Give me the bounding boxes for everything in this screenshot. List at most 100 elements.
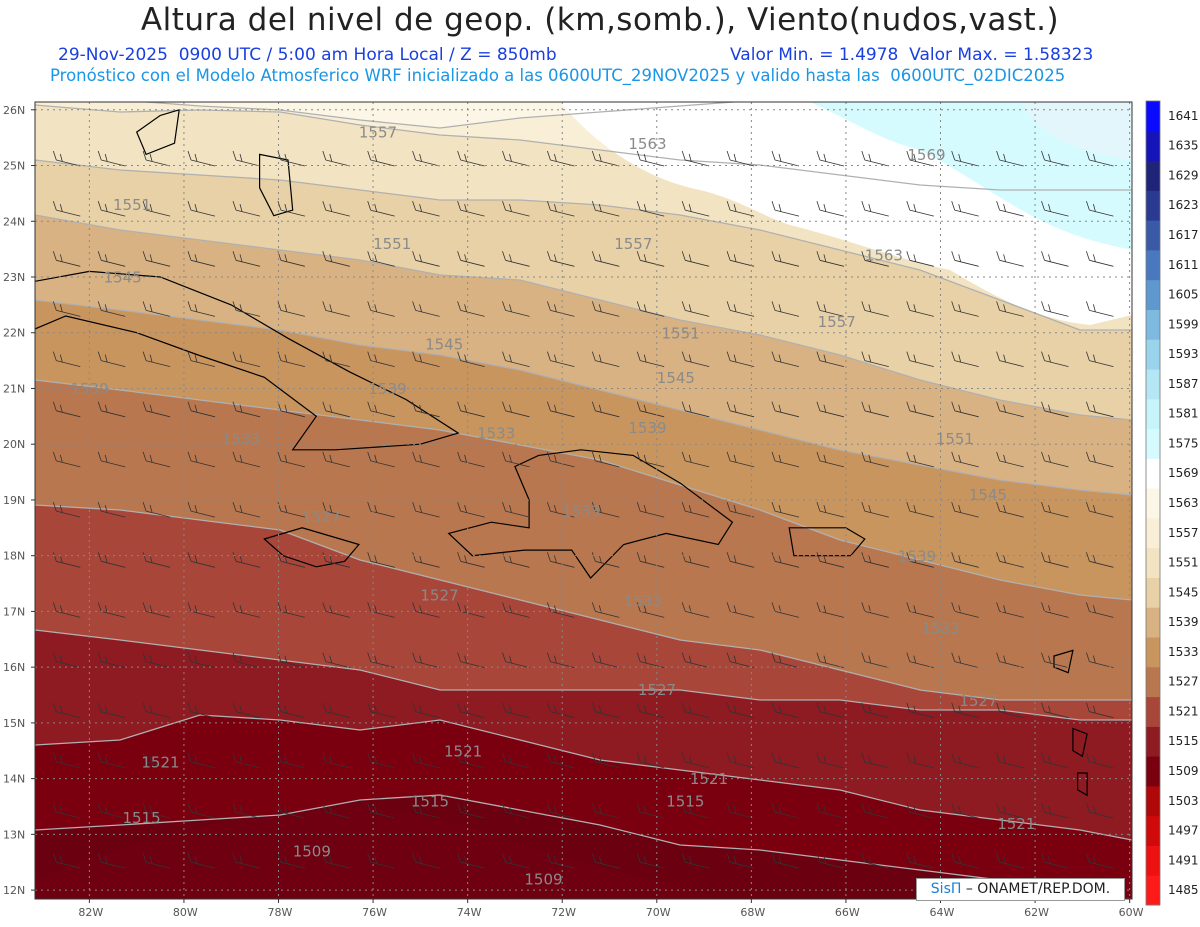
wind-barb	[547, 401, 575, 418]
colorbar-label: 1623	[1168, 198, 1199, 212]
wind-barb	[367, 251, 395, 267]
wind-barb	[996, 401, 1024, 418]
wind-barb	[591, 251, 620, 267]
wind-barb	[996, 351, 1024, 367]
wind-barb	[996, 552, 1024, 568]
wind-barb	[322, 351, 350, 367]
shading-band	[1020, 102, 1132, 160]
wind-barb	[502, 501, 530, 518]
longitude-label: 68W	[740, 906, 765, 919]
wind-barb	[771, 251, 800, 267]
wind-barb	[906, 752, 934, 769]
contour-labels: 1557 1563 1569 1551 1551 1557 1563 1545 1557 1551…	[71, 124, 1036, 889]
wind-barb	[187, 752, 216, 769]
wind-barb	[771, 501, 800, 518]
latitude-label: 25N	[3, 160, 25, 173]
colorbar-label: 1629	[1168, 168, 1199, 182]
coastline	[788, 527, 866, 557]
colorbar-label: 1557	[1168, 526, 1199, 540]
wind-barb	[636, 752, 665, 769]
wind-barb	[322, 602, 350, 618]
wind-barb	[726, 351, 755, 367]
wind-barb	[187, 602, 216, 618]
wind-barb	[232, 251, 261, 267]
wind-barb	[52, 602, 81, 618]
wind-barb	[1086, 702, 1114, 719]
latitude-label: 22N	[3, 327, 25, 340]
wind-barb	[412, 200, 440, 217]
contour-label: 1551	[113, 196, 151, 214]
wind-barb	[726, 301, 755, 317]
wind-barb	[816, 351, 844, 367]
wind-barb	[816, 501, 844, 518]
colorbar-swatch	[1146, 458, 1160, 489]
latitude-label: 14N	[3, 773, 25, 786]
wind-barb	[906, 853, 934, 869]
wind-barb	[861, 752, 889, 769]
wind-barbs	[52, 150, 1114, 869]
wind-barb	[726, 501, 755, 518]
colorbar-swatch	[1146, 309, 1160, 340]
wind-barb	[996, 150, 1024, 167]
wind-barb	[457, 200, 485, 217]
wind-barb	[232, 200, 261, 217]
contour-line	[35, 299, 1132, 496]
wind-barb	[771, 702, 800, 719]
wind-barb	[1086, 602, 1114, 618]
credit-text: – ONAMET/REP.DOM.	[961, 881, 1111, 897]
contour-label: 1545	[657, 369, 695, 387]
wind-barb	[52, 652, 81, 668]
axes: 12N 13N 14N 15N 16N 17N 18N 19N 20N 21N 22N 23N 24N 2…	[3, 104, 1144, 919]
wind-barb	[951, 853, 979, 869]
contour-label: 1527	[420, 586, 458, 604]
wind-barb	[681, 251, 710, 267]
wind-barb	[816, 702, 844, 719]
wind-barb	[681, 351, 710, 367]
wind-barb	[322, 853, 350, 869]
wind-barb	[861, 351, 889, 367]
wind-barb	[771, 351, 800, 367]
wind-barb	[232, 301, 261, 317]
wind-barb	[142, 351, 171, 367]
wind-barb	[996, 652, 1024, 668]
wind-barb	[322, 552, 350, 568]
wind-barb	[547, 351, 575, 367]
contour-line	[35, 629, 1132, 721]
longitude-label: 72W	[551, 906, 576, 919]
wind-barb	[996, 451, 1024, 468]
wind-barb	[951, 351, 979, 367]
wind-barb	[726, 802, 755, 819]
contour-label: 1563	[628, 135, 666, 153]
wind-barb	[502, 853, 530, 869]
colorbar-label: 1497	[1168, 824, 1199, 838]
wind-barb	[726, 251, 755, 267]
wind-barb	[996, 301, 1024, 317]
wind-barb	[412, 602, 440, 618]
colorbar-label: 1569	[1168, 466, 1199, 480]
wind-barb	[996, 702, 1024, 719]
colorbar-label: 1539	[1168, 615, 1199, 629]
wind-barb	[142, 652, 171, 668]
wind-barb	[681, 652, 710, 668]
wind-barb	[1086, 853, 1114, 869]
longitude-label: 78W	[268, 906, 293, 919]
wind-barb	[771, 150, 800, 167]
wind-barb	[861, 853, 889, 869]
wind-barb	[232, 451, 261, 468]
wind-barb	[591, 150, 620, 167]
wind-barb	[906, 552, 934, 568]
wind-barb	[906, 401, 934, 418]
wind-barb	[367, 401, 395, 418]
wind-barb	[232, 752, 261, 769]
colorbar-swatch	[1146, 130, 1160, 162]
wind-barb	[322, 200, 350, 217]
wind-barb	[996, 752, 1024, 769]
longitude-label: 74W	[457, 906, 482, 919]
wind-barb	[861, 401, 889, 418]
colorbar-swatch	[1146, 488, 1160, 519]
wind-barb	[457, 351, 485, 367]
wind-barb	[1041, 752, 1069, 769]
wind-barb	[142, 150, 171, 167]
contour-label: 1515	[411, 793, 449, 811]
